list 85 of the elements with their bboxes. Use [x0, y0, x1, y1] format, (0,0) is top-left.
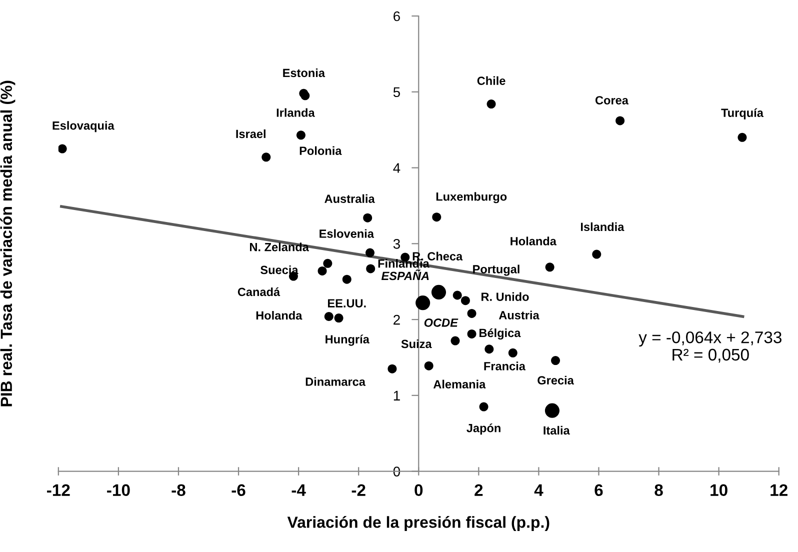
x-tick-label: -6	[232, 484, 246, 496]
point	[300, 91, 310, 100]
point	[366, 264, 376, 274]
point	[432, 212, 442, 222]
point	[592, 250, 602, 259]
y-tick-label: 0	[393, 466, 400, 476]
x-tick-label: -12	[47, 484, 70, 496]
annotation: Luxemburgo	[436, 192, 507, 204]
point	[323, 258, 332, 268]
x-tick-label: -4	[292, 484, 306, 496]
point	[738, 132, 747, 142]
annotation: Austria	[498, 310, 540, 320]
annotation: EE.UU.	[328, 299, 366, 308]
annotation: Corea	[595, 96, 629, 104]
point	[324, 312, 334, 321]
annotation: Australia	[324, 194, 375, 203]
annotation: Alemania	[433, 380, 486, 388]
point	[452, 290, 462, 300]
point	[296, 130, 306, 140]
point	[484, 344, 494, 354]
x-axis-title: Variación de la presión fiscal (p.p.)	[287, 516, 550, 532]
point	[479, 402, 488, 412]
point	[450, 336, 460, 346]
y-tick-label: 5	[393, 87, 400, 98]
x-tick-label: -2	[352, 484, 366, 496]
annotation: Polonia	[300, 146, 342, 155]
annotation: Italia	[544, 426, 570, 435]
annotation: Japón	[466, 423, 500, 435]
annotation: Dinamarca	[306, 377, 366, 386]
x-tick-label: 12	[770, 484, 788, 496]
point	[508, 348, 518, 358]
x-tick-label: 2	[474, 484, 483, 496]
annotation: Grecia	[538, 376, 574, 385]
point	[467, 308, 476, 318]
annotation: N. Zelanda	[250, 242, 309, 252]
point	[334, 314, 344, 323]
x-tick-label: 10	[710, 484, 728, 496]
annotation: Holanda	[256, 310, 302, 320]
annotation: Chile	[477, 76, 506, 85]
point	[424, 361, 434, 370]
y-tick-label: 3	[393, 238, 400, 249]
annotation: Bélgica	[479, 328, 521, 340]
point	[616, 116, 625, 126]
point	[58, 144, 67, 154]
x-tick-label: 0	[414, 484, 423, 496]
point	[388, 364, 397, 374]
point	[262, 152, 271, 162]
annotation: Estonia	[283, 68, 326, 78]
y-axis-title: PIB real. Tasa de variación media anual (%)	[0, 80, 16, 406]
annotation: R. Checa	[412, 252, 463, 260]
annotation: Holanda	[510, 236, 557, 246]
annotation: Portugal	[473, 264, 520, 276]
annotation: Suecia	[260, 265, 298, 274]
annotation: y = -0,064x + 2,733 R² = 0,050	[638, 331, 782, 363]
annotation: Eslovenia	[320, 229, 374, 238]
point	[486, 100, 496, 109]
annotation: Canadá	[238, 287, 280, 296]
x-tick-label: 4	[534, 484, 544, 496]
annotation: Suiza	[401, 339, 432, 348]
x-tick-label: -10	[107, 484, 130, 496]
annotation: Eslovaquia	[52, 121, 114, 132]
x-tick-label: 6	[594, 484, 603, 496]
annotation: Turquía	[721, 108, 764, 120]
annotation: ESPAÑA	[381, 269, 429, 280]
annotation: OCDE	[424, 318, 458, 327]
point	[467, 329, 476, 338]
annotation: Hungría	[326, 334, 370, 346]
annotation: R. Unido	[482, 292, 529, 301]
annotation: Francia	[484, 362, 526, 370]
annotation: Israel	[236, 129, 266, 138]
annotation: Islandia	[581, 222, 624, 232]
y-tick-label: 4	[393, 163, 400, 173]
point	[342, 274, 352, 284]
y-tick-label: 1	[394, 390, 400, 400]
y-tick-label: 2	[394, 314, 400, 325]
annotation: Irlanda	[276, 108, 315, 117]
point	[318, 266, 327, 276]
y-tick-label: 6	[394, 11, 400, 22]
x-tick-label: -8	[172, 484, 186, 496]
point	[366, 248, 374, 258]
x-tick-label: 8	[654, 484, 663, 496]
point	[363, 213, 372, 222]
point	[545, 262, 554, 272]
point	[551, 356, 560, 366]
point	[460, 296, 470, 306]
